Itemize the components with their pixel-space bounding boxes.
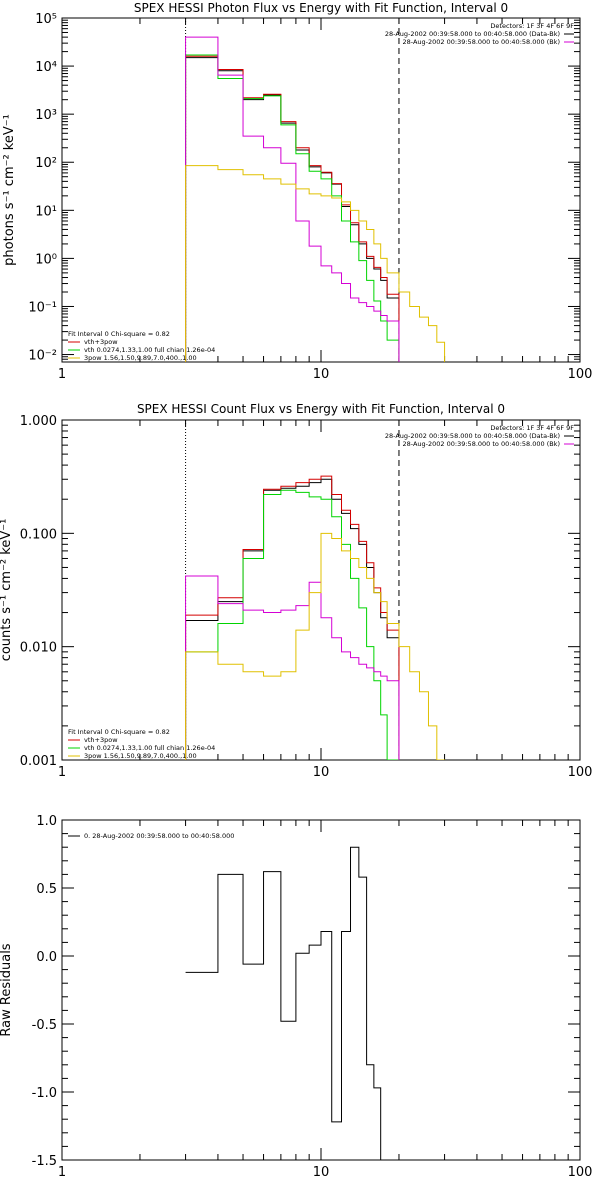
y-axis: 10⁻² 10⁻¹ 10⁰ 10¹ 10² 10³ 10⁴ 10⁵ xyxy=(28,12,580,364)
x-tick-label: 100 xyxy=(568,765,593,780)
legend-header: Fit Interval 0 Chi-square = 0.82 xyxy=(68,728,170,736)
y-tick-label: 1.000 xyxy=(20,414,57,429)
y-tick-label: 0.100 xyxy=(20,527,57,542)
legend-header: Detectors: 1F 3F 4F 6F 9F xyxy=(490,424,574,432)
x-tick-label: 10 xyxy=(313,765,330,780)
series-line-yellow xyxy=(185,532,446,760)
legend-item-label: vth 0.0274,1.33,1.00 full chian 1.26e-04 xyxy=(84,744,215,752)
legend-item-label: 3pow 1.56,1.50,9.89,7.0,400.,1.00 xyxy=(84,354,197,362)
legend-item-label: 28-Aug-2002 00:39:58.000 to 00:40:58.000… xyxy=(403,38,560,46)
y-tick-label: 0.010 xyxy=(20,641,57,656)
x-tick-label: 1 xyxy=(58,765,66,780)
legend-item-label: 28-Aug-2002 00:39:58.000 to 00:40:58.000… xyxy=(385,30,560,38)
x-tick-label: 10 xyxy=(313,1165,330,1180)
y-tick-label: 10⁵ xyxy=(35,12,57,27)
legend-left: Fit Interval 0 Chi-square = 0.82vth+3pow… xyxy=(68,728,215,760)
y-tick-label: -1.5 xyxy=(32,1154,57,1169)
y-tick-label: 10² xyxy=(35,156,57,171)
series-line-green xyxy=(185,54,400,362)
y-tick-label: 0.5 xyxy=(36,882,57,897)
chart-panel-1: SPEX HESSI Photon Flux vs Energy with Fi… xyxy=(2,1,592,382)
legend-item-label: vth+3pow xyxy=(84,338,118,346)
legend-item-label: vth 0.0274,1.33,1.00 full chian 1.26e-04 xyxy=(84,346,215,354)
y-tick-label: 10³ xyxy=(35,108,57,123)
chart-title: SPEX HESSI Photon Flux vs Energy with Fi… xyxy=(134,1,508,15)
legend-left: 0. 28-Aug-2002 00:39:58.000 to 00:40:58.… xyxy=(68,832,234,840)
y-tick-label: 0.001 xyxy=(20,754,57,769)
legend-item-label: 28-Aug-2002 00:39:58.000 to 00:40:58.000… xyxy=(385,432,560,440)
x-tick-label: 1 xyxy=(58,367,66,382)
chart-title: SPEX HESSI Count Flux vs Energy with Fit… xyxy=(137,402,505,416)
legend-item-label: 3pow 1.56,1.50,9.89,7.0,400.,1.00 xyxy=(84,752,197,760)
legend-header: Detectors: 1F 3F 4F 6F 9F xyxy=(490,22,574,30)
y-tick-label: 10⁻² xyxy=(28,349,57,364)
legend-item-label: 28-Aug-2002 00:39:58.000 to 00:40:58.000… xyxy=(403,440,560,448)
series-line-red xyxy=(185,475,400,760)
series-line-black xyxy=(185,846,400,1160)
y-axis-label: Raw Residuals xyxy=(0,943,14,1036)
y-tick-label: 10⁻¹ xyxy=(28,300,57,315)
y-axis-label: photons s⁻¹ cm⁻² keV⁻¹ xyxy=(2,114,17,266)
series-line-yellow xyxy=(185,165,446,362)
y-tick-label: 10¹ xyxy=(35,204,57,219)
y-tick-label: 10⁰ xyxy=(35,252,57,267)
legend-item-label: 0. 28-Aug-2002 00:39:58.000 to 00:40:58.… xyxy=(84,832,234,840)
chart-panel-3: 1 10 100 -1.5 -1.0 -0.5 0.0 0.5 1.0 Raw Residuals… xyxy=(0,814,592,1180)
y-tick-label: 10⁴ xyxy=(35,60,57,75)
y-tick-label: 0.0 xyxy=(36,950,57,965)
x-tick-label: 100 xyxy=(568,1165,593,1180)
y-tick-label: 1.0 xyxy=(36,814,57,829)
series-group xyxy=(185,475,446,760)
y-axis: 0.001 0.010 0.100 1.000 xyxy=(20,414,580,769)
series-line-magenta xyxy=(185,575,400,760)
legend-left: Fit Interval 0 Chi-square = 0.82vth+3pow… xyxy=(68,330,215,362)
series-line-green xyxy=(185,489,400,760)
x-tick-label: 1 xyxy=(58,1165,66,1180)
series-line-red xyxy=(185,55,400,362)
legend-header: Fit Interval 0 Chi-square = 0.82 xyxy=(68,330,170,338)
series-group xyxy=(185,36,446,362)
y-tick-label: -0.5 xyxy=(32,1018,57,1033)
legend-item-label: vth+3pow xyxy=(84,736,118,744)
x-axis: 1 10 100 xyxy=(58,18,593,382)
series-group xyxy=(185,846,400,1160)
x-tick-label: 100 xyxy=(568,367,593,382)
series-line-magenta xyxy=(185,36,400,362)
x-axis: 1 10 100 xyxy=(58,820,593,1180)
x-tick-label: 10 xyxy=(313,367,330,382)
chart-panel-2: SPEX HESSI Count Flux vs Energy with Fit… xyxy=(0,402,592,780)
y-axis-label: counts s⁻¹ cm⁻² keV⁻¹ xyxy=(0,519,14,662)
y-axis: -1.5 -1.0 -0.5 0.0 0.5 1.0 xyxy=(32,814,580,1169)
y-tick-label: -1.0 xyxy=(32,1086,57,1101)
